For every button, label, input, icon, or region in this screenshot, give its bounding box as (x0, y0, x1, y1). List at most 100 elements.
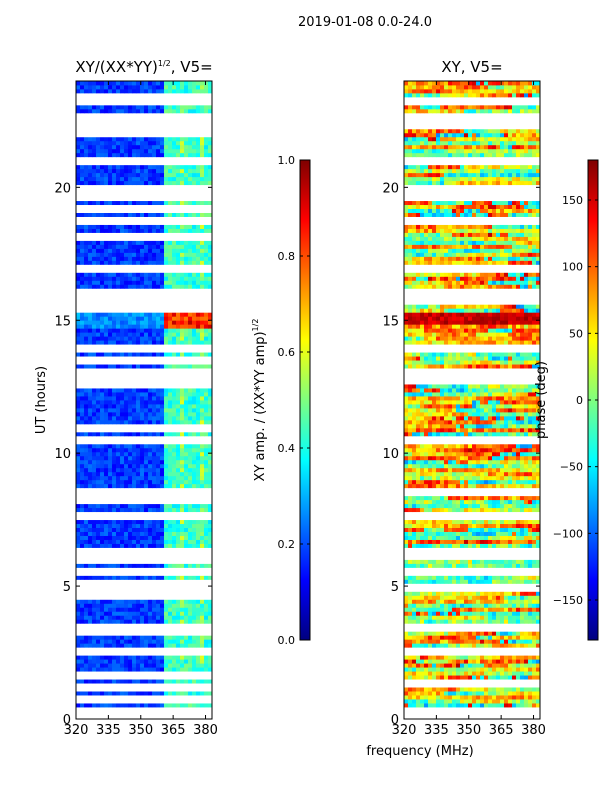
heatmap-cell (112, 256, 116, 260)
heatmap-cell (492, 460, 496, 464)
heatmap-cell (488, 687, 492, 691)
heatmap-cell (200, 420, 204, 424)
heatmap-cell (204, 229, 208, 233)
heatmap-cell (472, 476, 476, 480)
heatmap-cell (136, 448, 140, 452)
heatmap-cell (480, 468, 484, 472)
heatmap-cell (188, 615, 192, 619)
heatmap-cell (404, 691, 408, 695)
heatmap-cell (436, 528, 440, 532)
heatmap-cell (188, 472, 192, 476)
heatmap-cell (144, 575, 148, 579)
heatmap-cell (504, 460, 508, 464)
heatmap-cell (520, 504, 524, 508)
heatmap-cell (516, 575, 520, 579)
heatmap-cell (136, 89, 140, 93)
heatmap-cell (184, 392, 188, 396)
heatmap-cell (472, 532, 476, 536)
heatmap-cell (436, 579, 440, 583)
heatmap-cell (144, 252, 148, 256)
heatmap-cell (76, 153, 80, 157)
heatmap-cell (528, 528, 532, 532)
heatmap-cell (132, 412, 136, 416)
heatmap-cell (160, 312, 164, 316)
heatmap-cell (412, 452, 416, 456)
heatmap-cell (180, 153, 184, 157)
heatmap-cell (464, 563, 468, 567)
heatmap-cell (432, 615, 436, 619)
heatmap-cell (528, 599, 532, 603)
heatmap-cell (76, 284, 80, 288)
heatmap-cell (508, 444, 512, 448)
heatmap-cell (120, 85, 124, 89)
heatmap-cell (188, 328, 192, 332)
heatmap-cell (440, 524, 444, 528)
heatmap-cell (432, 575, 436, 579)
heatmap-cell (160, 105, 164, 109)
heatmap-cell (520, 615, 524, 619)
heatmap-cell (448, 615, 452, 619)
heatmap-cell (176, 520, 180, 524)
heatmap-cell (468, 528, 472, 532)
heatmap-cell (128, 85, 132, 89)
heatmap-cell (468, 619, 472, 623)
heatmap-cell (176, 241, 180, 245)
heatmap-cell (116, 444, 120, 448)
heatmap-cell (116, 229, 120, 233)
heatmap-cell (128, 703, 132, 707)
heatmap-cell (168, 599, 172, 603)
heatmap-cell (204, 340, 208, 344)
heatmap-cell (200, 563, 204, 567)
heatmap-cell (76, 679, 80, 683)
heatmap-cell (108, 400, 112, 404)
heatmap-cell (92, 153, 96, 157)
heatmap-cell (184, 201, 188, 205)
heatmap-cell (104, 173, 108, 177)
heatmap-cell (100, 528, 104, 532)
heatmap-cell (148, 528, 152, 532)
heatmap-cell (204, 444, 208, 448)
heatmap-cell (160, 109, 164, 113)
heatmap-cell (492, 695, 496, 699)
heatmap-cell (460, 432, 464, 436)
heatmap-cell (180, 667, 184, 671)
heatmap-cell (428, 699, 432, 703)
heatmap-cell (440, 619, 444, 623)
heatmap-cell (192, 177, 196, 181)
heatmap-cell (528, 496, 532, 500)
heatmap-cell (188, 201, 192, 205)
heatmap-cell (192, 452, 196, 456)
heatmap-cell (180, 213, 184, 217)
heatmap-cell (460, 456, 464, 460)
heatmap-cell (120, 284, 124, 288)
heatmap-cell (108, 248, 112, 252)
heatmap-cell (180, 444, 184, 448)
heatmap-cell (512, 424, 516, 428)
heatmap-cell (440, 659, 444, 663)
flagged-row (76, 707, 212, 711)
heatmap-cell (532, 659, 536, 663)
heatmap-cell (496, 456, 500, 460)
heatmap-cell (468, 599, 472, 603)
heatmap-cell (508, 416, 512, 420)
flagged-row (404, 548, 540, 552)
heatmap-cell (124, 679, 128, 683)
heatmap-cell (172, 619, 176, 623)
heatmap-cell (428, 484, 432, 488)
heatmap-cell (140, 408, 144, 412)
heatmap-cell (484, 432, 488, 436)
heatmap-cell (108, 536, 112, 540)
heatmap-cell (452, 699, 456, 703)
heatmap-cell (512, 416, 516, 420)
heatmap-cell (420, 687, 424, 691)
heatmap-cell (136, 225, 140, 229)
heatmap-cell (112, 484, 116, 488)
heatmap-cell (460, 420, 464, 424)
heatmap-cell (444, 655, 448, 659)
heatmap-cell (404, 484, 408, 488)
heatmap-cell (524, 532, 528, 536)
heatmap-cell (88, 252, 92, 256)
heatmap-cell (108, 412, 112, 416)
heatmap-cell (480, 615, 484, 619)
heatmap-cell (180, 528, 184, 532)
